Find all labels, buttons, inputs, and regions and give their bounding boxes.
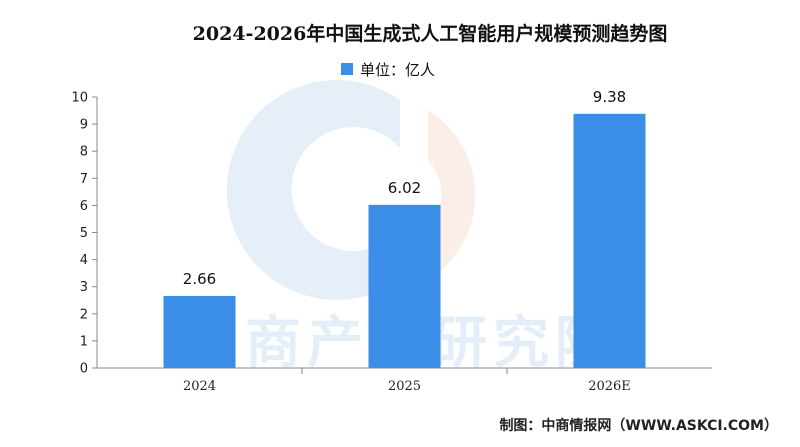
y-tick-label: 5: [80, 226, 88, 241]
bar-2025: [368, 204, 441, 368]
legend-swatch: [341, 63, 353, 75]
y-tick-label: 1: [80, 334, 88, 349]
data-label: 6.02: [388, 179, 421, 197]
bar-2026E: [573, 113, 646, 368]
y-tick-label: 8: [80, 145, 88, 160]
x-tick-label: 2026E: [588, 379, 631, 394]
y-tick-label: 0: [80, 362, 88, 377]
x-tick-label: 2025: [388, 379, 421, 394]
y-tick-label: 7: [80, 172, 88, 187]
data-label: 9.38: [593, 88, 626, 106]
watermark-text: 中商产业研究院: [183, 311, 617, 376]
legend-label: 单位：亿人: [360, 61, 435, 79]
y-tick-label: 2: [80, 307, 88, 322]
y-tick-label: 4: [80, 253, 88, 268]
y-tick-label: 6: [80, 199, 88, 214]
x-tick-label: 2024: [183, 379, 216, 394]
data-label: 2.66: [183, 270, 216, 288]
y-tick-label: 9: [80, 118, 88, 133]
source-note: 制图：中商情报网（WWW.ASKCI.COM）: [499, 417, 778, 434]
bar-2024: [163, 295, 236, 368]
watermark-logo-left-arc: [226, 80, 400, 301]
legend: 单位：亿人: [341, 61, 435, 79]
y-tick-label: 3: [80, 280, 88, 295]
chart-title: 2024-2026年中国生成式人工智能用户规模预测趋势图: [193, 22, 668, 45]
bars: 2.66 6.02 9.38: [163, 88, 646, 368]
y-tick-label: 10: [71, 91, 88, 106]
